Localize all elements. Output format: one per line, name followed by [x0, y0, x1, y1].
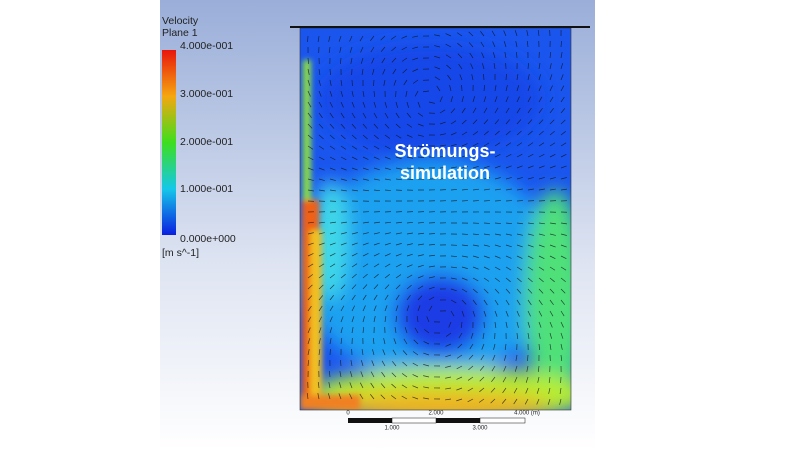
legend-unit: [m s^-1]	[162, 247, 199, 259]
scale-label: 1.000	[384, 426, 400, 432]
legend-subtitle: Plane 1	[162, 27, 198, 39]
legend-title: Velocity	[162, 15, 199, 27]
overlay-text: Strömungs-	[395, 141, 496, 161]
scale-label: 3.000	[472, 426, 488, 432]
color-bar	[162, 50, 176, 235]
legend-label: 4.000e-001	[180, 40, 233, 52]
flow-arrow	[506, 74, 507, 80]
legend-label: 3.000e-001	[180, 88, 233, 100]
legend-label: 2.000e-001	[180, 136, 233, 148]
overlay-text: simulation	[400, 163, 490, 183]
scale-label: 2.000	[428, 411, 444, 417]
scale-label: 4.000 (m)	[514, 411, 540, 417]
contour	[300, 28, 590, 423]
legend-label: 0.000e+000	[180, 233, 236, 245]
legend-label: 1.000e-001	[180, 183, 233, 195]
